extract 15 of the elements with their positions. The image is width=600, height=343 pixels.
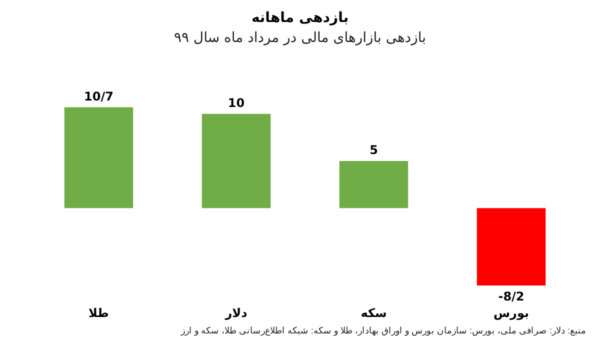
x-tick-label: دلار bbox=[224, 306, 248, 320]
data-label: 10 bbox=[228, 96, 245, 110]
bar bbox=[339, 161, 408, 208]
bar bbox=[202, 114, 271, 208]
data-label: -8/2 bbox=[498, 289, 524, 304]
x-tick-label: سکه bbox=[360, 306, 387, 320]
bar bbox=[64, 107, 134, 208]
x-tick-label: بورس bbox=[494, 306, 529, 320]
bar bbox=[476, 208, 546, 286]
text: منبع: دلار: صرافی ملی، بورس: سازمان بورس و اوراق بهادار، طلا و سکه: شبکه اطلاع‌رسانی طلا، سکه و ارز bbox=[180, 326, 586, 336]
data-label: 5 bbox=[370, 143, 378, 157]
data-label: 10/7 bbox=[84, 89, 114, 104]
chart-subtitle: بازدهی بازارهای مالی در مرداد ماه سال ۹۹ bbox=[174, 30, 426, 46]
chart-title: بازدهی ماهانه bbox=[251, 10, 349, 26]
x-tick-label: طلا bbox=[88, 306, 109, 320]
